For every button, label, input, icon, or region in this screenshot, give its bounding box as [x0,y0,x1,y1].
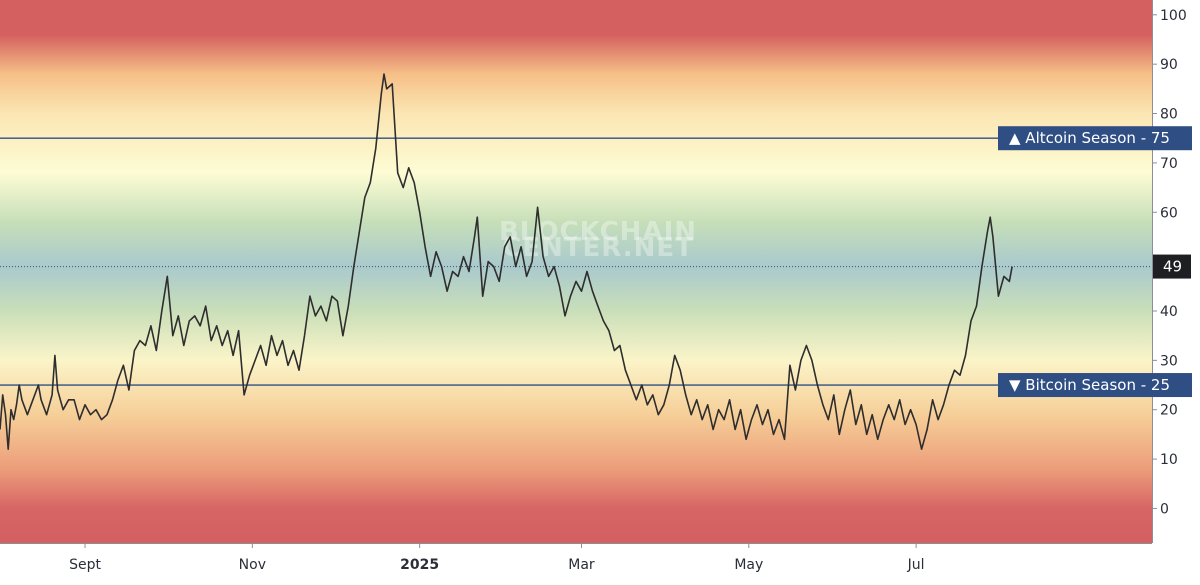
watermark-line-2: CENTER.NET [502,233,694,263]
x-tick-label-5: Jul [907,557,925,573]
x-axis-ticks: Sept Nov 2025 Mar May Jul [69,543,925,573]
y-tick-label-10: 10 [1160,452,1178,468]
current-value-badge-bg [1153,254,1191,279]
threshold-badge-bg-1 [998,373,1192,398]
x-tick-label-4: May [734,557,763,573]
x-tick-label-0: Sept [69,557,101,573]
threshold-badge-1: ▼ Bitcoin Season - 25 [998,373,1192,398]
current-value-badge-label: 49 [1163,258,1182,276]
x-tick-label-3: Mar [568,557,595,573]
threshold-badge-label-0: ▲ Altcoin Season - 75 [1009,129,1170,147]
y-tick-label-80: 80 [1160,107,1178,123]
y-tick-label-60: 60 [1160,205,1178,221]
threshold-badges: ▲ Altcoin Season - 75 ▼ Bitcoin Season - … [998,126,1192,398]
x-tick-label-2: 2025 [400,557,439,573]
y-axis-area [1152,0,1200,585]
watermark-line-1: BLOCKCHAIN [499,217,697,247]
threshold-badge-label-1: ▼ Bitcoin Season - 25 [1009,376,1170,394]
y-tick-label-90: 90 [1160,57,1178,73]
y-tick-label-20: 20 [1160,403,1178,419]
y-tick-label-30: 30 [1160,353,1178,369]
threshold-badge-bg-0 [998,126,1192,151]
watermark: BLOCKCHAIN CENTER.NET [499,217,697,263]
y-tick-label-70: 70 [1160,156,1178,172]
threshold-badge-0: ▲ Altcoin Season - 75 [998,126,1192,151]
series-line [0,73,1013,450]
x-tick-label-1: Nov [239,557,266,573]
threshold-lines [0,137,1152,386]
y-tick-label-40: 40 [1160,304,1178,320]
y-tick-label-0: 0 [1160,501,1169,517]
x-axis-area [0,543,1200,585]
current-value-badge: 49 [1153,254,1191,279]
y-tick-label-100: 100 [1160,8,1187,24]
plot-background [0,0,1152,543]
